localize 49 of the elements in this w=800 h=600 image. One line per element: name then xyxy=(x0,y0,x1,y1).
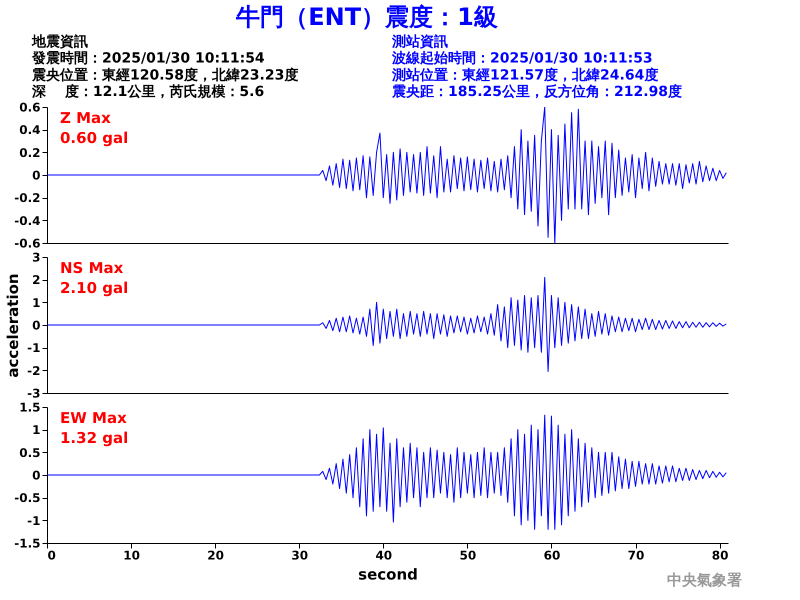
y-tick-label: -1.5 xyxy=(14,536,40,550)
y-tick-label: 1.5 xyxy=(19,400,40,414)
x-tick-label: 10 xyxy=(123,548,140,562)
x-tick-label: 30 xyxy=(291,548,308,562)
y-tick-label: 0.5 xyxy=(19,446,40,460)
x-tick-label: 0 xyxy=(48,548,56,562)
annotation: NS Max xyxy=(60,259,124,277)
annotation: 2.10 gal xyxy=(60,279,128,297)
y-tick-label: -0.6 xyxy=(14,236,40,250)
chart-title: 牛門（ENT）震度：1級 xyxy=(235,3,498,31)
annotation: Z Max xyxy=(60,109,112,127)
y-tick-label: 1 xyxy=(32,296,40,310)
y-tick-label: 0.6 xyxy=(19,100,40,114)
y-tick-label: -3 xyxy=(27,386,40,400)
x-tick-label: 40 xyxy=(375,548,392,562)
y-tick-label: 0 xyxy=(32,318,40,332)
y-tick-label: 2 xyxy=(32,273,40,288)
annotation: 1.32 gal xyxy=(60,429,128,447)
x-axis-title: second xyxy=(358,566,418,584)
annotation: 0.60 gal xyxy=(60,129,128,147)
y-tick-label: 1 xyxy=(32,423,40,438)
y-tick-label: -2 xyxy=(27,364,40,378)
x-tick-label: 70 xyxy=(628,548,644,562)
text: 發震時間：2025/01/30 10:11:54 xyxy=(31,50,265,67)
y-axis-title: acceleration xyxy=(4,273,22,378)
text: 波線起始時間：2025/01/30 10:11:53 xyxy=(391,50,653,67)
text: 震央位置：東經120.58度，北緯23.23度 xyxy=(31,66,298,84)
x-tick-label: 50 xyxy=(460,548,476,562)
x-tick-label: 60 xyxy=(544,548,560,562)
y-tick-label: -1 xyxy=(27,341,40,356)
y-tick-label: 0.2 xyxy=(19,146,40,160)
text: 震央距：185.25公里，反方位角：212.98度 xyxy=(391,83,682,100)
text: 中央氣象署 xyxy=(667,571,742,589)
text: 測站資訊 xyxy=(391,33,448,50)
y-tick-label: 0 xyxy=(32,168,40,182)
text: 地震資訊 xyxy=(31,33,88,50)
line-series xyxy=(47,276,727,372)
text: 深 度：12.1公里，芮氏規模：5.6 xyxy=(31,83,264,100)
annotation: EW Max xyxy=(60,409,128,427)
x-tick-label: 20 xyxy=(207,548,224,562)
x-tick-label: 80 xyxy=(712,548,728,562)
y-tick-label: -0.4 xyxy=(14,214,40,228)
y-tick-label: 0 xyxy=(32,468,40,482)
y-tick-label: 3 xyxy=(32,250,40,264)
y-tick-label: -1 xyxy=(27,514,40,528)
y-tick-label: -0.5 xyxy=(14,491,40,506)
y-tick-label: 0.4 xyxy=(19,123,40,138)
text: 測站位置：東經121.57度，北緯24.64度 xyxy=(391,66,658,84)
y-tick-label: -0.2 xyxy=(14,191,40,206)
